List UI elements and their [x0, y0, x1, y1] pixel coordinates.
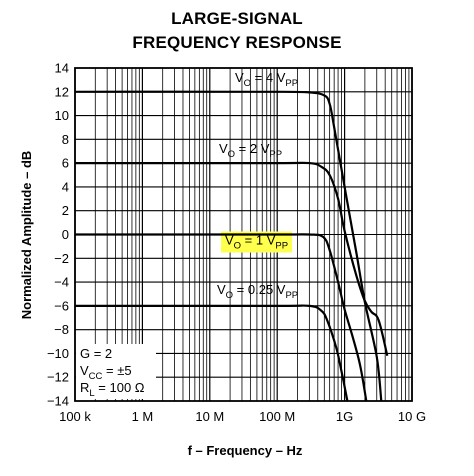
series-line [74, 90, 383, 402]
y-tick-label: 10 [55, 108, 69, 123]
y-tick-label: −4 [54, 275, 69, 290]
y-tick-label: 8 [62, 132, 69, 147]
y-tick-label: −14 [47, 394, 69, 409]
x-tick-label: 1G [336, 409, 353, 424]
series-line [75, 161, 389, 357]
y-tick-label: 14 [55, 61, 69, 76]
y-tick-label: −12 [47, 370, 69, 385]
x-axis-title: f – Frequency – Hz [188, 443, 303, 458]
conditions-box: G = 2 VCC = ±5RL = 100 Ω [76, 344, 156, 399]
series-label: VO = 2 VPP [219, 141, 282, 160]
y-tick-label: 4 [62, 179, 69, 194]
series-line [74, 304, 349, 402]
series-labels: VO = 4 VPP VO = 2 VPP VO = 1 VPP VO = 0.25 … [217, 70, 298, 301]
conditions-box-bg [76, 344, 156, 399]
y-tick-label: −6 [54, 298, 69, 313]
x-tick-label: 10 G [398, 409, 426, 424]
chart-title-line-1: LARGE-SIGNAL [171, 9, 303, 28]
y-tick-label: −8 [54, 322, 69, 337]
y-tick-label: 2 [62, 203, 69, 218]
x-tick-label: 100 k [59, 409, 91, 424]
y-tick-labels: 14 12 10 8 6 4 2 0 −2 −4 −6 −8 −10 −12 −14 [47, 61, 69, 409]
series-label: VO = 0.25 VPP [217, 282, 298, 301]
label-highlights [221, 231, 293, 253]
series-line [75, 233, 368, 402]
x-tick-label: 10 M [195, 409, 224, 424]
condition-text: G = 2 [80, 346, 112, 361]
y-tick-label: 12 [55, 84, 69, 99]
label-highlight [221, 231, 293, 253]
series-curves [74, 90, 389, 402]
x-tick-label: 100 M [259, 409, 295, 424]
chart-title-line-2: FREQUENCY RESPONSE [132, 33, 342, 52]
x-tick-label: 1 M [132, 409, 154, 424]
condition-text: VCC = ±5 [80, 363, 132, 382]
x-tick-labels: 100 k 1 M 10 M 100 M 1G 10 G [59, 409, 426, 424]
y-tick-label: −2 [54, 251, 69, 266]
y-tick-label: 6 [62, 156, 69, 171]
series-label: VO = 4 VPP [235, 70, 298, 89]
series-label: VO = 1 VPP [225, 233, 288, 252]
y-tick-label: −10 [47, 346, 69, 361]
condition-text: RL = 100 Ω [80, 380, 145, 399]
y-axis-title: Normalized Amplitude – dB [19, 151, 34, 320]
y-tick-label: 0 [62, 227, 69, 242]
